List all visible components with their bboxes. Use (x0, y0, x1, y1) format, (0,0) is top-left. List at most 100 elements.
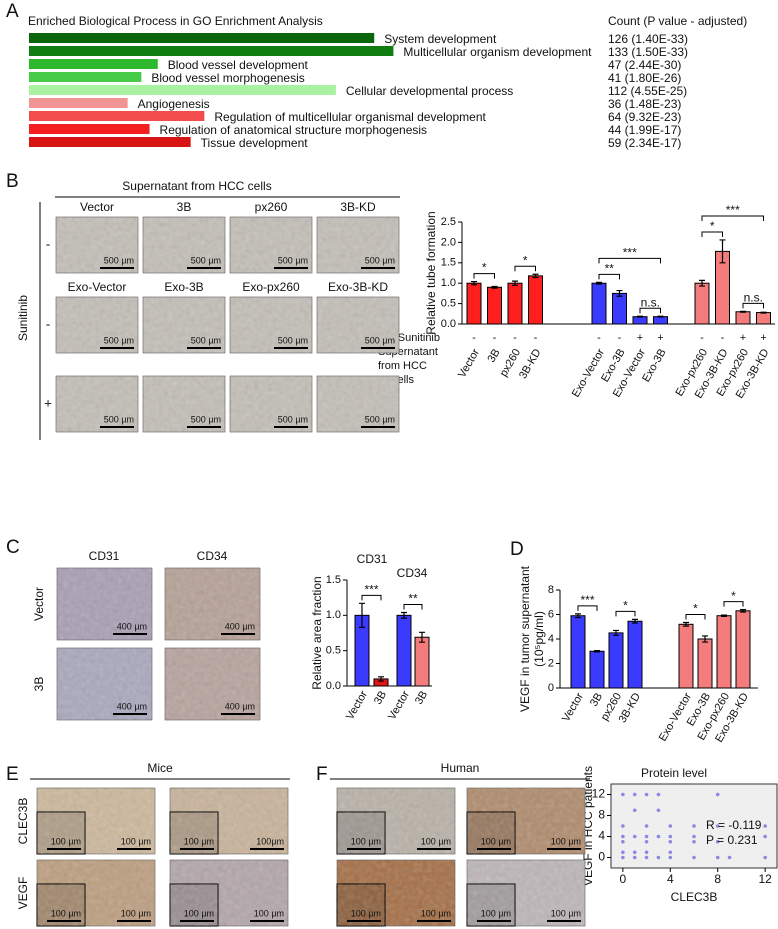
scale-bar-label: 500 µm (278, 414, 308, 424)
treatment-label: Sunitinib (398, 332, 440, 344)
point (644, 839, 649, 844)
annotation: R = -0.119 (706, 818, 762, 832)
scale-bar-label: 500 µm (365, 335, 395, 345)
treatment-value: - (472, 332, 476, 344)
value-header: Count (P value - adjusted) (608, 14, 747, 28)
micrograph-texture (143, 297, 225, 353)
significance-label: * (693, 602, 698, 616)
bar (678, 623, 694, 689)
point (656, 834, 661, 839)
scale-bar-label: 500 µm (365, 414, 395, 424)
group-title: CD34 (397, 566, 428, 580)
bar (29, 124, 150, 134)
value-label: 59 (2.34E-17) (608, 136, 681, 150)
side-label: Sunitinib (16, 295, 30, 341)
scale-bar-label: 500 µm (104, 414, 134, 424)
bar (29, 98, 128, 108)
category-label: Angiogenesis (138, 97, 210, 111)
significance-label: * (523, 253, 528, 267)
point (632, 850, 637, 855)
x-tick-label: Vector (344, 689, 370, 722)
error-bar (491, 285, 498, 289)
micrograph-texture (56, 376, 138, 432)
y-axis-label: Relative tube formation (424, 211, 438, 334)
point (692, 834, 696, 839)
point (715, 792, 720, 797)
treatment-value: - (700, 332, 704, 344)
point (632, 808, 637, 813)
y-tick-label: 12 (592, 787, 606, 801)
column-label: CD34 (197, 549, 228, 563)
scale-bar-label: 400 µm (117, 701, 147, 711)
significance-bracket (701, 215, 764, 221)
significance-bracket (639, 307, 661, 314)
point (621, 834, 625, 839)
y-tick-label: 8 (598, 808, 605, 822)
y-tick-label: 2 (548, 657, 554, 669)
point (621, 792, 625, 797)
micrograph-texture (317, 376, 399, 432)
x-tick-label: 3B (413, 689, 430, 707)
scale-bar-label: 100µm (256, 836, 284, 846)
micrograph-texture (317, 217, 399, 273)
image-label: px260 (255, 200, 288, 214)
error-bar (637, 315, 643, 318)
image-label: Exo-px260 (242, 280, 300, 294)
row-label: CLEC3B (16, 798, 30, 845)
bar (29, 59, 158, 69)
annotation: P = 0.231 (706, 833, 758, 847)
point (763, 834, 767, 839)
y-tick-label: 4 (598, 829, 605, 843)
value-label: 36 (1.48E-23) (608, 97, 681, 111)
point (656, 792, 661, 797)
scale-bar-label: 400 µm (225, 701, 255, 711)
significance-label: * (710, 219, 715, 233)
scale-bar-label: 100 µm (351, 836, 381, 846)
micrograph-texture (143, 217, 225, 273)
treatment-value: + (657, 332, 663, 344)
error-bar (719, 239, 726, 264)
x-tick-label: Vector (386, 689, 412, 722)
point (715, 839, 720, 844)
category-label: Regulation of anatomical structure morph… (160, 123, 427, 137)
error-bar (760, 311, 767, 314)
scale-bar-label: 100 µm (351, 908, 381, 918)
category-label: Blood vessel development (168, 58, 309, 72)
point (668, 850, 673, 855)
row-label: - (46, 236, 50, 251)
inset-texture (337, 812, 385, 854)
significance-label: *** (580, 593, 594, 607)
significance-bracket (615, 610, 636, 617)
scale-bar-label: 500 µm (278, 335, 308, 345)
y-tick-label: 0.5 (441, 298, 456, 310)
bar (466, 282, 482, 325)
image-label: 3B-KD (340, 200, 376, 214)
point (668, 855, 673, 860)
scale-bar-label: 100 µm (121, 836, 151, 846)
treatment-value: - (721, 332, 725, 344)
significance-bracket (598, 273, 620, 280)
point (621, 824, 625, 828)
y-tick-label: 0.5 (326, 645, 341, 657)
error-bar (378, 676, 384, 682)
y-tick-label: 6 (548, 608, 554, 620)
value-label: 41 (1.80E-26) (608, 71, 681, 85)
point (644, 855, 649, 860)
scale-bar-label: 500 µm (278, 255, 308, 265)
chart-title: Enriched Biological Process in GO Enrich… (28, 14, 323, 28)
bar (735, 311, 751, 325)
micrograph-texture (57, 648, 152, 720)
error-bar (699, 279, 705, 287)
panel-label: A (6, 1, 19, 22)
x-tick-label: Vector (456, 347, 482, 380)
micrograph-texture (165, 648, 260, 720)
scale-bar-label: 100 µm (254, 908, 284, 918)
treatment-value: + (637, 332, 643, 344)
error-bar (594, 650, 600, 653)
bar (756, 312, 771, 325)
y-tick-label: 0.0 (441, 318, 456, 330)
y-tick-label: 2.0 (441, 236, 456, 248)
scale-bar-label: 100 µm (51, 908, 81, 918)
point (692, 824, 696, 828)
